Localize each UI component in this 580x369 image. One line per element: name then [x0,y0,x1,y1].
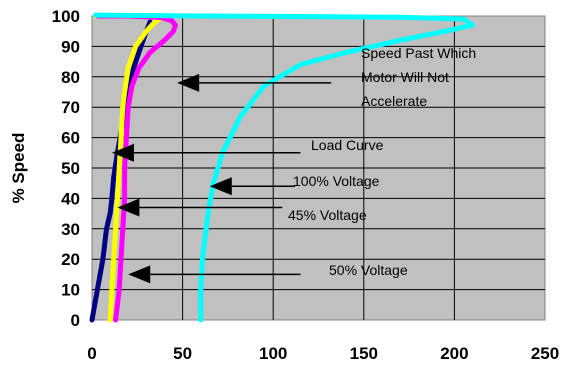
annotation-arrows [111,73,332,284]
x-tick-label-100: 100 [259,344,287,363]
y-tick-labels: 0 10 20 30 40 50 60 70 80 90 100 [52,7,80,330]
x-tick-label-50: 50 [173,344,192,363]
arrow-head-4 [209,177,232,196]
arrow-head-6 [128,265,151,284]
y-tick-label-90: 90 [61,37,80,56]
y-tick-label-0: 0 [71,311,80,330]
annotation-texts: Speed Past Which Motor Will Not Accelera… [288,45,476,278]
series-group [89,12,475,323]
grid-lines [92,16,545,320]
y-tick-label-10: 10 [61,281,80,300]
annotation-45-voltage: 45% Voltage [288,207,367,223]
y-tick-label-70: 70 [61,98,80,117]
y-tick-label-100: 100 [52,7,80,26]
arrow-head-0 [177,73,200,92]
x-tick-label-150: 150 [350,344,378,363]
arrow-head-3 [111,143,134,162]
y-tick-label-40: 40 [61,189,80,208]
x-tick-label-200: 200 [440,344,468,363]
y-tick-label-60: 60 [61,129,80,148]
y-tick-label-50: 50 [61,159,80,178]
y-tick-label-30: 30 [61,220,80,239]
annotation-speed-past-which: Speed Past Which [361,45,476,61]
annotation-load-curve: Load Curve [311,137,384,153]
x-tick-label-250: 250 [531,344,559,363]
series-50-voltage [94,13,178,323]
annotation-100-voltage: 100% Voltage [293,173,380,189]
annotation-50-voltage: 50% Voltage [329,262,408,278]
annotation-accelerate: Accelerate [361,93,427,109]
y-tick-label-80: 80 [61,68,80,87]
annotation-motor-will-not: Motor Will Not [361,69,449,85]
x-tick-labels: 0 50 100 150 200 250 [87,344,559,363]
arrow-head-5 [117,198,140,217]
y-axis-label: % Speed [9,133,28,204]
y-tick-label-20: 20 [61,250,80,269]
series-load-curve [89,19,153,323]
x-tick-label-0: 0 [87,344,96,363]
series-100-voltage [93,12,475,323]
